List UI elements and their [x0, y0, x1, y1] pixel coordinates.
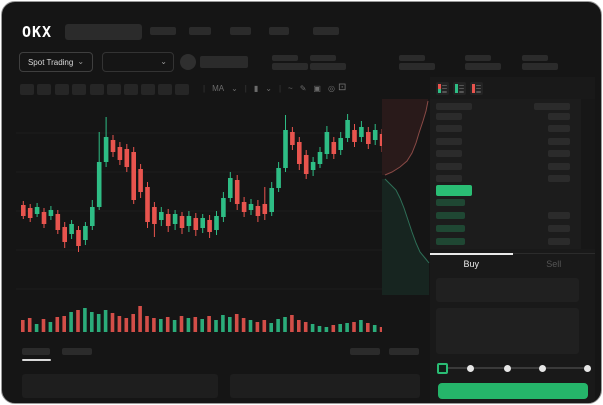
bid-price-placeholder[interactable] — [436, 212, 465, 219]
slider-step-dot[interactable] — [539, 365, 546, 372]
chevron-down-icon: ⌄ — [77, 57, 85, 66]
market-stat-placeholder — [399, 63, 435, 70]
chevron-down-icon[interactable]: ⌄ — [231, 84, 238, 93]
search-input[interactable] — [65, 24, 142, 40]
ask-price-placeholder[interactable] — [436, 163, 462, 170]
fullscreen-icon[interactable]: ⊡ — [338, 82, 347, 93]
timeframe-button[interactable] — [20, 84, 34, 95]
chevron-down-icon[interactable]: ⌄ — [265, 84, 272, 93]
order-form-field[interactable] — [436, 278, 579, 302]
chart-range-placeholder[interactable] — [350, 348, 380, 355]
ask-price-placeholder[interactable] — [436, 125, 462, 132]
candlestick-chart[interactable] — [16, 99, 382, 295]
volume-chart — [21, 306, 382, 332]
pair-dropdown[interactable]: ⌄ — [102, 52, 174, 72]
timeframe-button[interactable] — [72, 84, 86, 95]
ask-amount-placeholder — [548, 150, 570, 157]
market-type-label: Spot Trading — [27, 57, 74, 67]
nav-item-placeholder[interactable] — [230, 27, 251, 35]
divider: | — [244, 84, 247, 93]
order-form-field[interactable] — [436, 308, 579, 354]
nav-item-placeholder[interactable] — [269, 27, 289, 35]
bid-price-placeholder[interactable] — [436, 199, 465, 206]
market-type-dropdown[interactable]: Spot Trading ⌄ — [19, 52, 93, 72]
slider-step-dot[interactable] — [504, 365, 511, 372]
chevron-down-icon: ⌄ — [160, 57, 167, 66]
slider-step-dot[interactable] — [467, 365, 474, 372]
book-all-icon[interactable] — [436, 82, 449, 95]
active-tab-underline — [22, 359, 51, 361]
timeframe-button[interactable] — [55, 84, 69, 95]
timeframe-button[interactable] — [124, 84, 138, 95]
chart-bottom-tab-placeholder[interactable] — [22, 348, 50, 355]
chart-range-placeholder[interactable] — [389, 348, 419, 355]
market-stat-placeholder — [399, 55, 425, 61]
bid-price-placeholder[interactable] — [436, 225, 465, 232]
ask-price-placeholder[interactable] — [436, 138, 462, 145]
orderbook-view-toggles — [436, 82, 483, 95]
bottom-panel-placeholder — [22, 374, 218, 398]
bid-amount-placeholder — [548, 225, 570, 232]
buy-tab[interactable]: Buy — [430, 253, 513, 275]
ask-price-placeholder[interactable] — [436, 175, 462, 182]
settings-icon[interactable]: ◎ — [327, 84, 335, 93]
candle-style-icon[interactable]: ▮ — [253, 84, 259, 93]
book-bids-icon[interactable] — [453, 82, 466, 95]
ask-price-placeholder[interactable] — [436, 113, 462, 120]
ask-amount-placeholder — [548, 175, 570, 182]
ask-amount-placeholder — [548, 138, 570, 145]
timeframe-button[interactable] — [158, 84, 172, 95]
amount-slider[interactable] — [440, 367, 587, 369]
timeframe-button[interactable] — [37, 84, 51, 95]
market-stat-placeholder — [522, 63, 558, 70]
draw-tool-icon[interactable]: ✎ — [299, 84, 307, 93]
buy-button[interactable] — [438, 383, 588, 399]
slider-step-dot[interactable] — [584, 365, 591, 372]
ask-amount-placeholder — [548, 125, 570, 132]
nav-item-placeholder[interactable] — [313, 27, 339, 35]
bid-price-placeholder[interactable] — [436, 238, 465, 245]
market-stat-placeholder — [310, 63, 346, 70]
line-tool-icon[interactable]: ~ — [288, 84, 293, 93]
ask-amount-placeholder — [548, 163, 570, 170]
market-stat-placeholder — [272, 63, 308, 70]
timeframe-button[interactable] — [141, 84, 155, 95]
market-stat-placeholder — [272, 55, 298, 61]
market-stat-placeholder — [310, 55, 336, 61]
orderbook — [430, 99, 595, 249]
book-asks-icon[interactable] — [470, 82, 483, 95]
orderbook-header-placeholder — [436, 103, 472, 110]
sell-tab[interactable]: Sell — [512, 253, 595, 275]
market-stat-placeholder — [465, 55, 491, 61]
nav-item-placeholder[interactable] — [150, 27, 176, 35]
trade-tabs: Buy Sell — [430, 253, 595, 275]
timeframe-button[interactable] — [90, 84, 104, 95]
orderbook-header-placeholder — [534, 103, 570, 110]
market-stat-placeholder — [465, 63, 501, 70]
slider-handle[interactable] — [437, 363, 448, 374]
ask-amount-placeholder — [548, 113, 570, 120]
divider: | — [278, 84, 282, 93]
last-price-badge — [436, 185, 472, 196]
market-stat-placeholder — [522, 55, 548, 61]
depth-chart — [382, 99, 430, 295]
divider: | — [203, 84, 206, 93]
chart-toolbar: | MA ⌄ | ▮ ⌄ | ~ ✎ ▣ ◎ — [203, 83, 335, 95]
timeframe-button[interactable] — [107, 84, 121, 95]
bid-amount-placeholder — [548, 238, 570, 245]
camera-icon[interactable]: ▣ — [313, 84, 321, 93]
chart-bottom-tab-placeholder[interactable] — [62, 348, 92, 355]
coin-avatar — [180, 54, 196, 70]
timeframe-button[interactable] — [175, 84, 189, 95]
bottom-panel-placeholder — [230, 374, 420, 398]
nav-item-placeholder[interactable] — [189, 27, 211, 35]
ask-price-placeholder[interactable] — [436, 150, 462, 157]
ma-indicator-label[interactable]: MA — [212, 84, 225, 93]
orderbook-scrollbar[interactable] — [581, 99, 595, 249]
bid-amount-placeholder — [548, 212, 570, 219]
okx-logo: OKX — [22, 23, 53, 41]
pair-name-placeholder — [200, 56, 248, 68]
